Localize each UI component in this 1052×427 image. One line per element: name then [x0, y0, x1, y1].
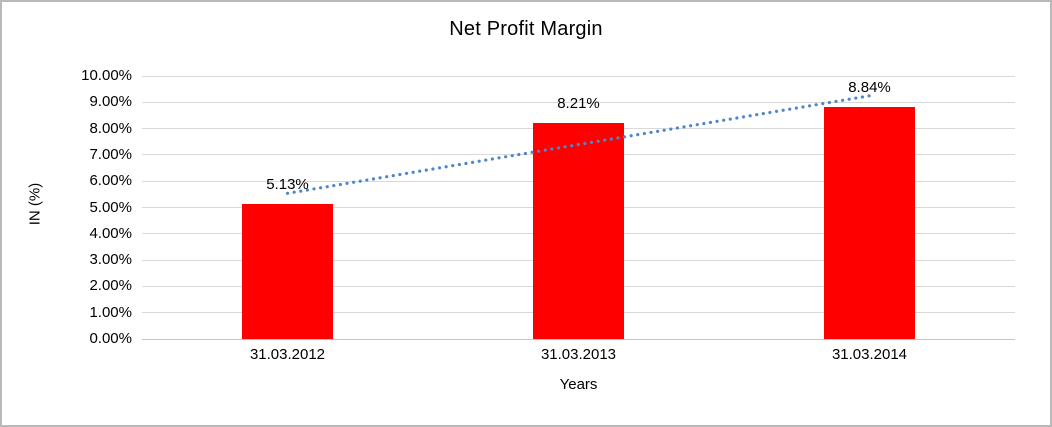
data-label: 8.21% — [557, 95, 600, 113]
x-axis-title: Years — [559, 376, 598, 393]
y-tick-label: 5.00% — [89, 198, 132, 216]
bar — [533, 123, 624, 339]
y-tick-label: 2.00% — [89, 277, 132, 295]
bar — [242, 204, 333, 339]
y-tick-label: 6.00% — [89, 172, 132, 190]
y-tick-label: 3.00% — [89, 251, 132, 269]
y-tick-label: 8.00% — [89, 119, 132, 137]
chart-title: Net Profit Margin — [449, 18, 603, 40]
y-tick-label: 9.00% — [89, 93, 132, 111]
y-tick-label: 7.00% — [89, 145, 132, 163]
y-tick-label: 0.00% — [89, 330, 132, 347]
x-tick-label: 31.03.2014 — [831, 346, 908, 363]
x-axis-line — [142, 338, 1015, 340]
y-tick-label: 10.00% — [81, 67, 132, 84]
x-tick-label: 31.03.2013 — [540, 346, 617, 363]
y-tick-label: 4.00% — [89, 224, 132, 242]
gridline — [142, 75, 1015, 77]
data-label: 8.84% — [848, 78, 891, 96]
y-tick-label: 1.00% — [89, 303, 132, 321]
data-label: 5.13% — [266, 176, 309, 194]
bar — [824, 106, 915, 339]
x-tick-label: 31.03.2012 — [249, 346, 326, 363]
